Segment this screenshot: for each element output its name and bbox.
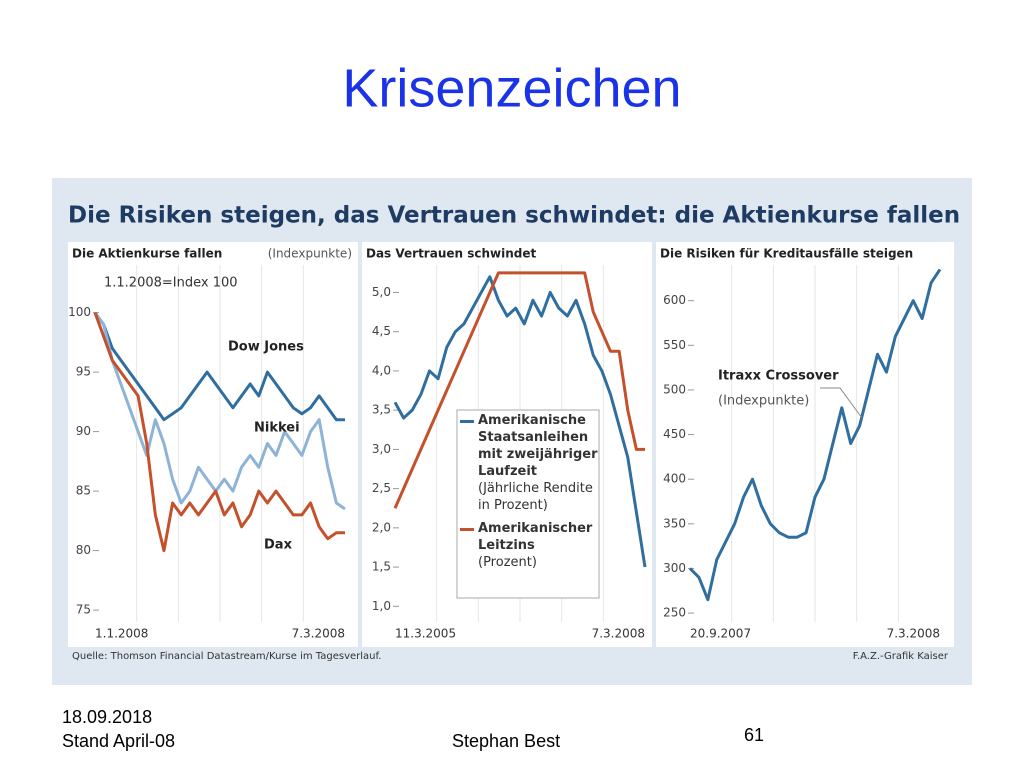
y-tick-label: 2,0 bbox=[372, 520, 391, 534]
y-tick-label: 550 bbox=[663, 338, 686, 352]
y-tick-label: 400 bbox=[663, 472, 686, 486]
x-tick-label: 7.3.2008 bbox=[887, 627, 940, 641]
legend-entry: Amerikanische Staatsanleihen mit zweijäh… bbox=[460, 412, 598, 514]
y-tick-label: 5,0 bbox=[372, 285, 391, 299]
y-tick-label: 3,5 bbox=[372, 403, 391, 417]
credit: F.A.Z.-Grafik Kaiser bbox=[853, 651, 949, 662]
y-tick-label: 80 bbox=[76, 543, 91, 557]
y-tick-label: 90 bbox=[76, 424, 91, 438]
x-tick-label: 1.1.2008 bbox=[95, 627, 148, 641]
legend-unit: (Prozent) bbox=[478, 555, 537, 570]
series-label: Itraxx Crossover bbox=[718, 369, 839, 384]
y-tick-label: 85 bbox=[76, 484, 91, 498]
legend-label: Amerikanische Staatsanleihen mit zweijäh… bbox=[478, 413, 598, 479]
y-tick-label: 95 bbox=[76, 365, 91, 379]
legend-label: Amerikanischer Leitzins bbox=[478, 521, 593, 553]
y-tick-label: 100 bbox=[68, 305, 91, 319]
series-line bbox=[688, 268, 942, 602]
series-label: Dow Jones bbox=[228, 340, 304, 355]
series-line bbox=[93, 311, 345, 422]
legend-box bbox=[456, 409, 600, 599]
graphic-headline: Die Risiken steigen, das Vertrauen schwi… bbox=[68, 203, 960, 229]
y-tick-label: 450 bbox=[663, 427, 686, 441]
panel-title: Die Risiken für Kreditausfälle steigen bbox=[660, 247, 913, 261]
x-tick-label: 20.9.2007 bbox=[690, 627, 751, 641]
y-tick-label: 3,0 bbox=[372, 442, 391, 456]
footer-author: Stephan Best bbox=[452, 731, 560, 751]
leader-line bbox=[820, 387, 863, 419]
footer-status: Stand April-08 bbox=[62, 731, 175, 751]
source: Quelle: Thomson Financial Datastream/Kur… bbox=[72, 651, 381, 662]
series-line bbox=[393, 271, 645, 509]
y-tick-label: 1,0 bbox=[372, 599, 391, 613]
unit-note: (Indexpunkte) bbox=[268, 247, 352, 261]
annotation: 1.1.2008=Index 100 bbox=[104, 276, 238, 291]
x-tick-label: 11.3.2005 bbox=[395, 627, 456, 641]
series-label: Nikkei bbox=[254, 421, 300, 436]
legend-unit: (Jährliche Rendite in Prozent) bbox=[478, 481, 593, 513]
panel-title: Das Vertrauen schwindet bbox=[366, 247, 536, 261]
panel bbox=[68, 242, 358, 647]
series-label: Dax bbox=[264, 538, 293, 553]
x-tick-label: 7.3.2008 bbox=[292, 627, 345, 641]
y-tick-label: 4,0 bbox=[372, 363, 391, 377]
y-tick-label: 600 bbox=[663, 293, 686, 307]
y-tick-label: 1,5 bbox=[372, 560, 391, 574]
legend-swatch bbox=[460, 420, 474, 423]
panel-title: Die Aktienkurse fallen bbox=[72, 247, 222, 261]
y-tick-label: 300 bbox=[663, 561, 686, 575]
slide-title: Krisenzeichen bbox=[342, 58, 681, 118]
footer-date: 18.09.2018 bbox=[62, 707, 152, 727]
y-tick-label: 250 bbox=[663, 606, 686, 620]
legend-entry: Amerikanischer Leitzins (Prozent) bbox=[460, 520, 598, 571]
page-number: 61 bbox=[744, 725, 764, 745]
legend-content: Amerikanische Staatsanleihen mit zweijäh… bbox=[460, 412, 598, 571]
legend-swatch bbox=[460, 528, 474, 531]
series-line bbox=[93, 311, 346, 511]
series-line bbox=[93, 312, 345, 553]
y-tick-label: 500 bbox=[663, 382, 686, 396]
series-line bbox=[393, 275, 647, 568]
legend: Amerikanische Staatsanleihen mit zweijäh… bbox=[460, 412, 598, 571]
panel bbox=[656, 242, 954, 647]
y-tick-label: 2,5 bbox=[372, 481, 391, 495]
unit-note: (Indexpunkte) bbox=[718, 394, 809, 409]
y-tick-label: 4,5 bbox=[372, 324, 391, 338]
y-tick-label: 350 bbox=[663, 516, 686, 530]
y-tick-label: 75 bbox=[76, 603, 91, 617]
x-tick-label: 7.3.2008 bbox=[592, 627, 645, 641]
